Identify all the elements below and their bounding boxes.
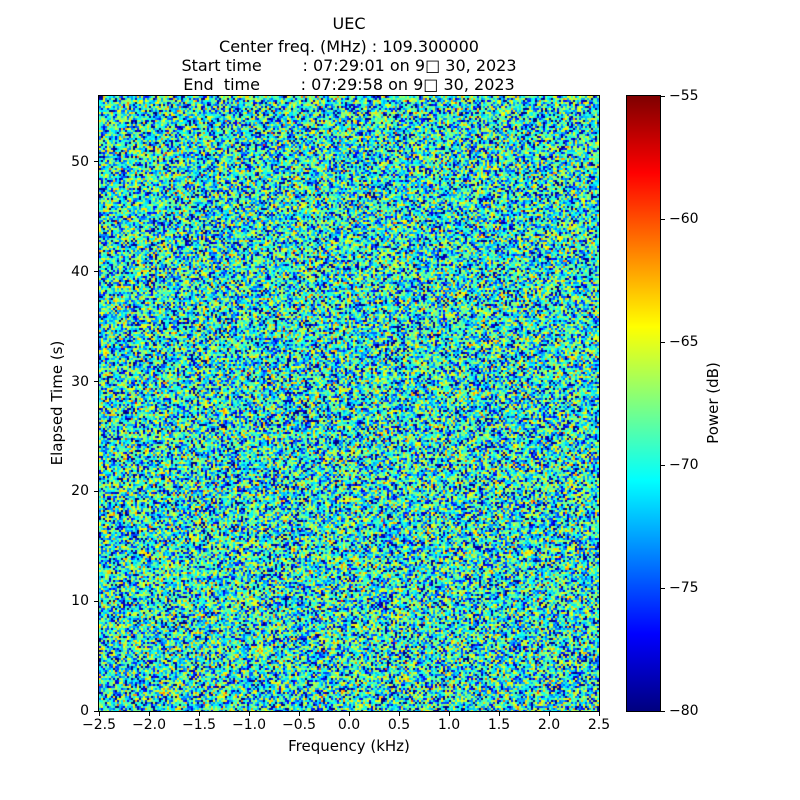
x-tick-label: 2.0 [537, 717, 561, 733]
y-tick-mark [94, 710, 98, 712]
colorbar-tick-mark [661, 587, 665, 589]
x-tick-mark [98, 712, 100, 716]
spectrogram-plot [98, 95, 600, 712]
y-tick-mark [94, 490, 98, 492]
title-line-start-time: Start time : 07:29:01 on 9□ 30, 2023 [181, 56, 517, 75]
x-tick-mark [198, 712, 200, 716]
y-tick-mark [94, 600, 98, 602]
colorbar [626, 95, 661, 712]
colorbar-tick-mark [661, 218, 665, 220]
y-tick-label: 30 [71, 373, 89, 390]
x-tick-label: 0.5 [387, 717, 411, 733]
colorbar-tick-mark [661, 341, 665, 343]
x-tick-label: −1.0 [232, 717, 266, 733]
y-tick-label: 0 [80, 703, 89, 719]
y-tick-label: 10 [71, 593, 89, 610]
x-tick-label: 1.0 [437, 717, 461, 733]
colorbar-tick-mark [661, 710, 665, 712]
y-tick-mark [94, 161, 98, 163]
x-tick-mark [348, 712, 350, 716]
x-tick-label: −1.5 [182, 717, 216, 733]
title-line-center-freq: Center freq. (MHz) : 109.300000 [219, 37, 479, 56]
x-tick-mark [548, 712, 550, 716]
y-tick-mark [94, 271, 98, 273]
y-axis-label: Elapsed Time (s) [48, 340, 66, 466]
x-tick-mark [498, 712, 500, 716]
y-tick-label: 20 [71, 483, 89, 500]
colorbar-tick-label: −65 [669, 334, 699, 350]
title-line-main: UEC [332, 14, 366, 33]
x-tick-label: 1.5 [487, 717, 511, 733]
colorbar-tick-mark [661, 95, 665, 97]
colorbar-tick-label: −60 [669, 211, 699, 227]
x-tick-label: −2.5 [82, 717, 116, 733]
y-tick-mark [94, 381, 98, 383]
x-tick-mark [598, 712, 600, 716]
x-tick-mark [298, 712, 300, 716]
x-tick-label: 2.5 [587, 717, 611, 733]
x-tick-mark [448, 712, 450, 716]
x-tick-label: 0.0 [337, 717, 361, 733]
colorbar-label: Power (dB) [704, 362, 722, 444]
x-tick-label: −2.0 [132, 717, 166, 733]
colorbar-tick-label: −70 [669, 457, 699, 473]
x-tick-mark [148, 712, 150, 716]
x-tick-mark [398, 712, 400, 716]
y-tick-label: 50 [71, 153, 89, 170]
spectrogram-canvas [99, 96, 599, 711]
x-axis-label: Frequency (kHz) [288, 737, 410, 755]
colorbar-tick-label: −55 [669, 88, 699, 104]
colorbar-tick-mark [661, 464, 665, 466]
colorbar-tick-label: −75 [669, 580, 699, 596]
x-tick-label: −0.5 [282, 717, 316, 733]
colorbar-tick-label: −80 [669, 703, 699, 719]
title-line-end-time: End time : 07:29:58 on 9□ 30, 2023 [183, 75, 515, 94]
chart-title: UEC Center freq. (MHz) : 109.300000 Star… [99, 14, 599, 94]
y-tick-label: 40 [71, 263, 89, 280]
x-tick-mark [248, 712, 250, 716]
